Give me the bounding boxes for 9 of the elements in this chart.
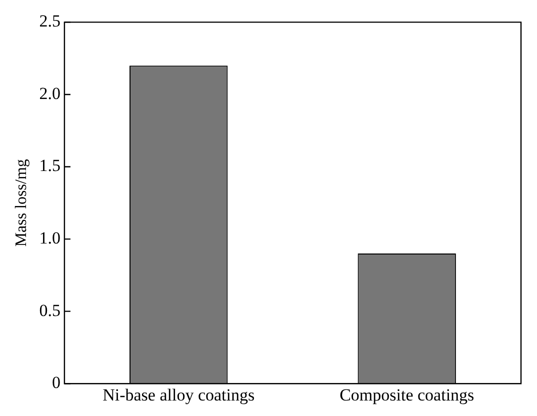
y-tick-label: 0.5 (39, 300, 60, 320)
y-tick-label: 0 (52, 373, 60, 392)
y-tick-label: 2.0 (39, 84, 60, 103)
y-tick-label: 1.0 (39, 228, 60, 248)
x-tick-label: Ni-base alloy coatings (102, 385, 255, 404)
y-tick-label: 2.5 (39, 12, 60, 31)
y-axis-title: Mass loss/mg (12, 159, 30, 247)
x-tick-label: Composite coatings (340, 385, 474, 404)
y-tick-label: 1.5 (39, 156, 60, 176)
